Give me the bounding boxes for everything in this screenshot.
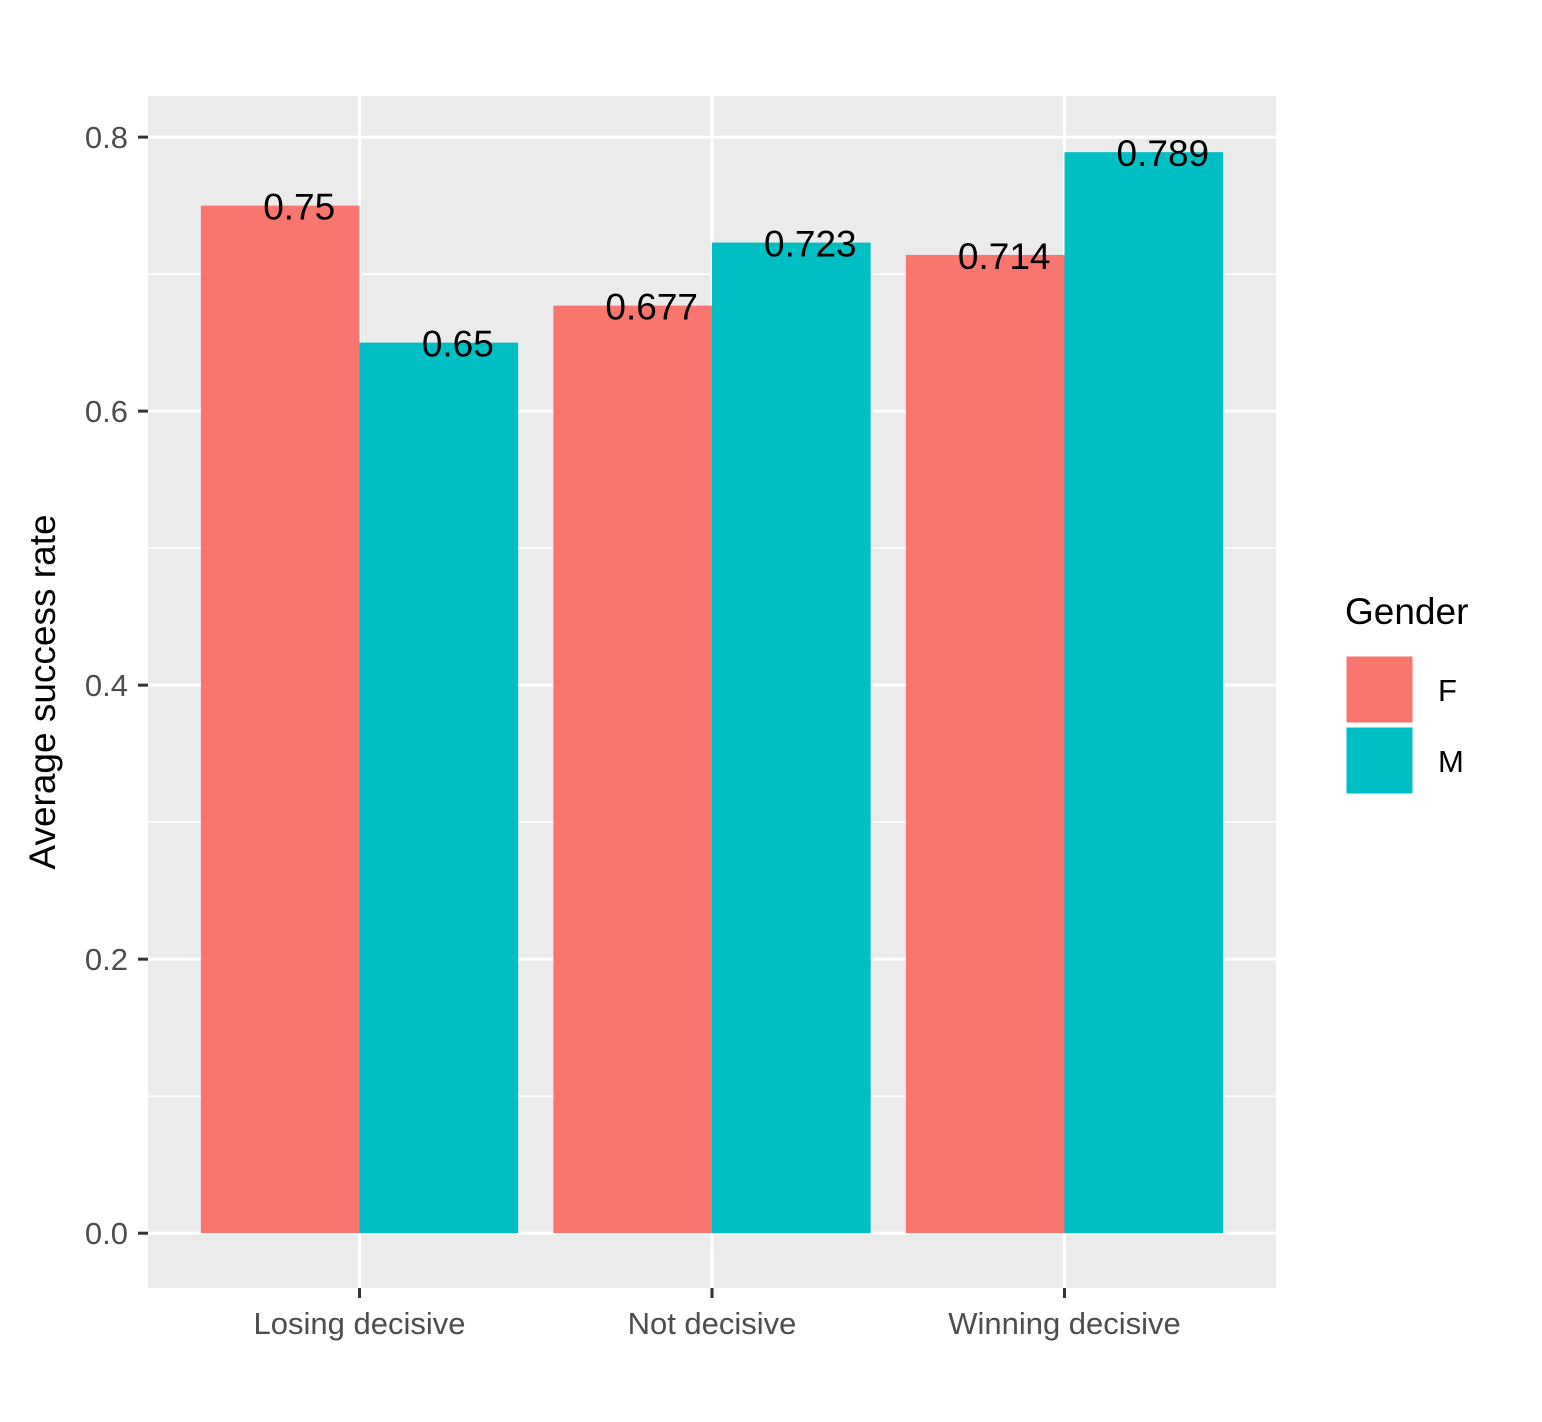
x-tick-label: Losing decisive: [254, 1306, 466, 1341]
bar-value-labels: 0.75 0.677 0.714 0.65 0.723 0.789: [263, 133, 1209, 364]
y-axis: 0.0 0.2 0.4 0.6 0.8: [85, 120, 148, 1251]
x-tick-label: Winning decisive: [948, 1306, 1181, 1341]
legend-label-m: M: [1438, 744, 1464, 779]
bar-f: [905, 254, 1065, 1234]
bar-value-label: 0.723: [764, 224, 857, 265]
legend-label-f: F: [1438, 673, 1457, 708]
bar-value-label: 0.714: [958, 236, 1051, 277]
bar-value-label: 0.677: [605, 287, 698, 328]
bar-value-label: 0.789: [1117, 133, 1210, 174]
legend-swatch-m: [1343, 724, 1416, 797]
y-tick-label: 0.6: [85, 394, 128, 429]
legend-swatch-f: [1343, 653, 1416, 726]
legend: Gender FM: [1343, 591, 1468, 797]
bar-f: [553, 305, 712, 1234]
bar-m: [712, 242, 871, 1234]
y-tick-label: 0.0: [85, 1216, 128, 1251]
bars: [200, 152, 1224, 1234]
bar-f: [200, 205, 360, 1234]
bar-value-label: 0.75: [263, 187, 335, 228]
bar-m: [1064, 152, 1224, 1234]
y-tick-label: 0.2: [85, 942, 128, 977]
y-tick-label: 0.8: [85, 120, 128, 155]
y-tick-label: 0.4: [85, 668, 128, 703]
legend-items: FM: [1343, 653, 1464, 797]
y-axis-title: Average success rate: [22, 514, 63, 869]
x-axis: Losing decisive Not decisive Winning decis…: [254, 1288, 1181, 1341]
x-tick-label: Not decisive: [628, 1306, 797, 1341]
bar-m: [359, 342, 519, 1234]
legend-title: Gender: [1345, 591, 1468, 632]
bar-value-label: 0.65: [422, 324, 494, 365]
